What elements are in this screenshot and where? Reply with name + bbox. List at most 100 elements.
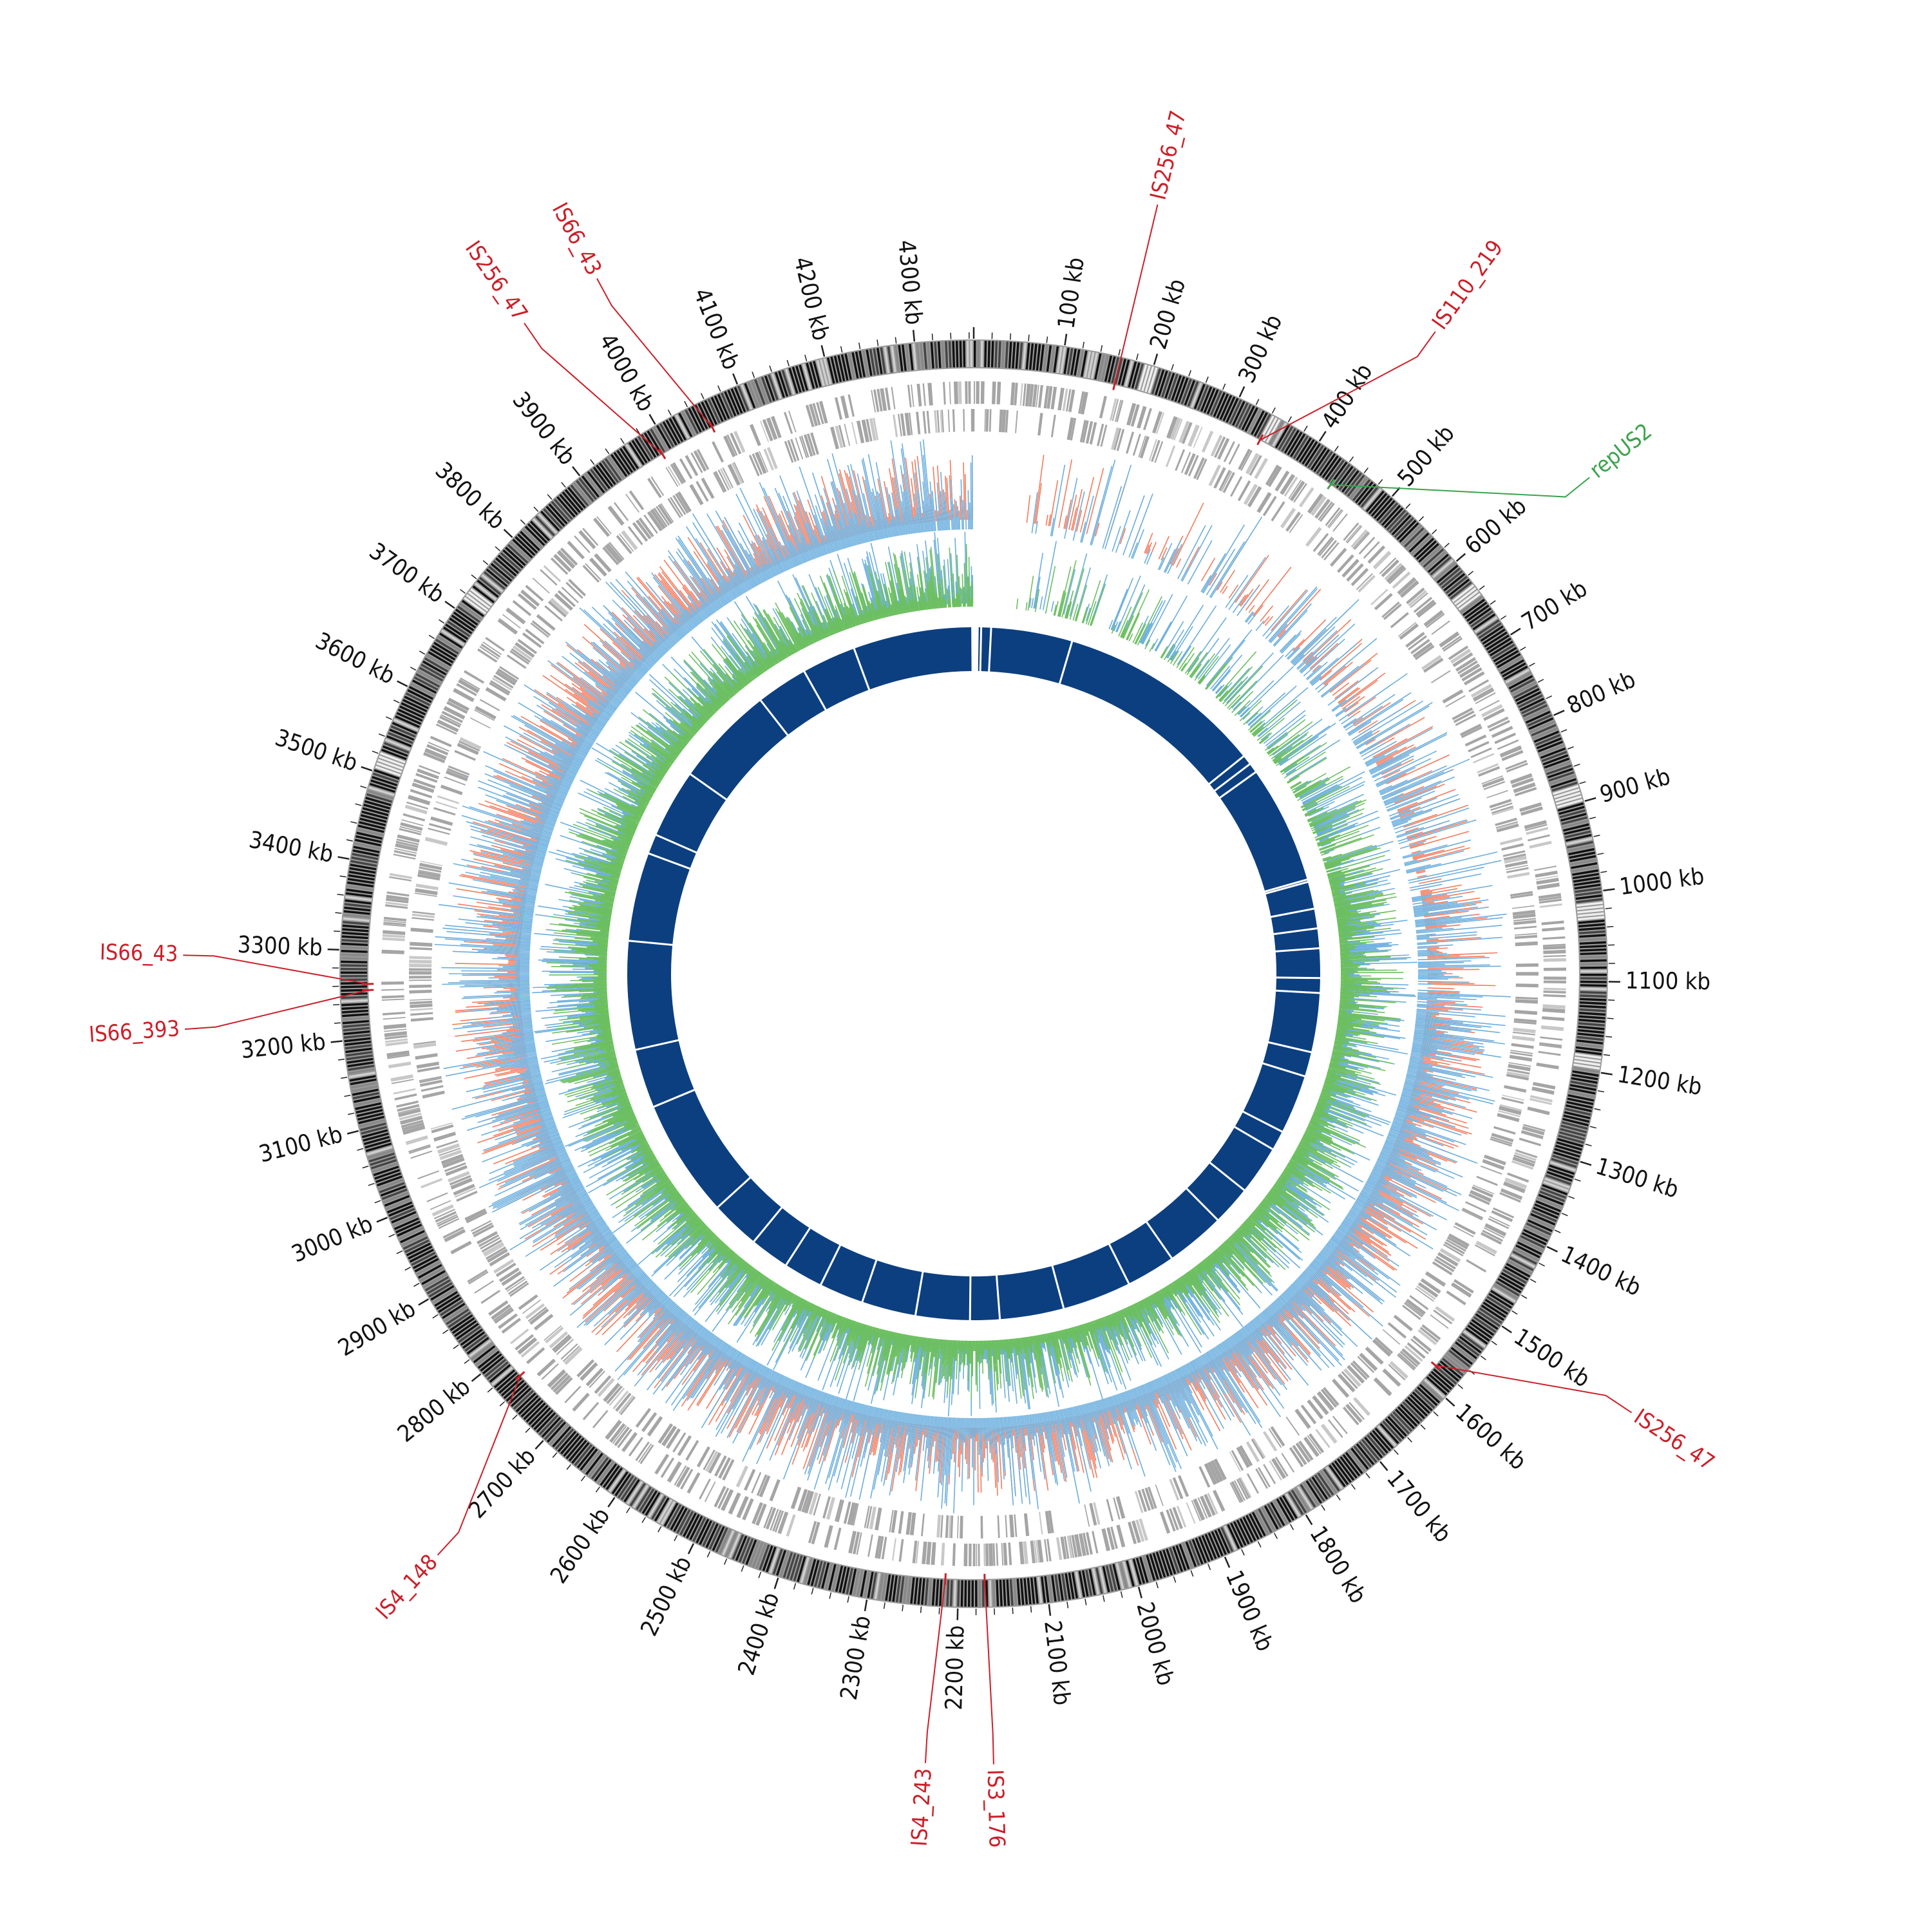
gene-block — [1068, 389, 1075, 413]
gene-block — [699, 1478, 711, 1500]
ideogram-band — [629, 1482, 646, 1506]
gene-block — [1515, 983, 1539, 988]
gene-block — [1420, 1278, 1441, 1294]
ideogram-band — [1550, 778, 1577, 789]
gene-block — [885, 387, 891, 411]
gene-block — [1513, 913, 1536, 920]
gene-block — [416, 1061, 439, 1069]
ideogram-band — [471, 1342, 494, 1361]
scale-tick — [1546, 695, 1553, 699]
gene-block — [556, 550, 576, 569]
gene-block — [1210, 1460, 1224, 1482]
gene-block — [494, 1308, 515, 1324]
ideogram-band — [923, 342, 928, 370]
ideogram-band — [524, 526, 545, 546]
ideogram-band — [1580, 980, 1607, 983]
gene-block — [805, 404, 815, 428]
gene-block — [756, 1474, 768, 1496]
gene-block — [437, 1143, 460, 1154]
ideogram-band — [1530, 721, 1555, 734]
gene-block — [1236, 1479, 1249, 1500]
inner-ring-gap — [979, 626, 983, 673]
ideogram-band — [1019, 1578, 1025, 1605]
gene-block — [420, 860, 443, 867]
is-leader-line — [1113, 204, 1159, 385]
scale-tick — [1030, 1605, 1032, 1613]
gene-block — [788, 410, 797, 433]
gene-block — [529, 1308, 549, 1325]
gene-block — [383, 930, 406, 935]
gene-block — [436, 1214, 458, 1225]
inner-ring-gap — [1272, 927, 1319, 936]
scale-tick — [793, 1583, 797, 1590]
gene-block — [400, 822, 423, 831]
gene-block — [1410, 639, 1430, 654]
ideogram-band — [1222, 396, 1236, 422]
gene-block — [417, 768, 439, 780]
scale-tick — [1593, 835, 1600, 837]
ideogram-band — [477, 580, 499, 598]
ideogram-band — [1569, 851, 1596, 859]
gene-block — [1388, 1363, 1406, 1381]
ideogram-band — [778, 371, 789, 397]
ideogram-band — [1278, 426, 1294, 450]
ideogram-band — [462, 1331, 486, 1349]
ideogram-band — [1445, 576, 1468, 594]
ideogram-band — [512, 538, 533, 559]
gene-block — [440, 784, 463, 795]
gene-block — [734, 431, 746, 453]
ideogram-band — [1387, 1416, 1407, 1437]
scale-tick — [684, 401, 688, 408]
ideogram-band — [357, 824, 384, 833]
gene-block — [635, 1441, 650, 1461]
gene-block — [532, 578, 550, 594]
gene-block — [1207, 1461, 1220, 1484]
gene-block — [607, 505, 625, 526]
gene-block — [1358, 574, 1376, 593]
scale-tick — [1394, 1449, 1399, 1455]
gene-block — [752, 1502, 763, 1524]
gene-block — [1101, 1528, 1111, 1551]
ideogram-band — [397, 1224, 422, 1237]
ideogram-band — [506, 1382, 527, 1402]
gene-block — [1495, 817, 1517, 826]
ideogram-band — [1430, 556, 1452, 576]
gene-block — [1493, 1126, 1516, 1135]
gene-block — [468, 1271, 489, 1285]
gene-block — [450, 1177, 473, 1190]
ideogram-band — [813, 361, 822, 387]
ideogram-band — [1477, 1310, 1501, 1327]
ideogram-band — [1188, 1540, 1200, 1566]
gene-block — [997, 1515, 1000, 1539]
inner-ring-gap — [654, 833, 698, 854]
ideogram-band — [681, 411, 696, 436]
ideogram-band — [371, 1159, 397, 1170]
gene-block — [401, 1119, 424, 1128]
gene-block — [856, 421, 865, 444]
gene-block — [840, 395, 849, 419]
ideogram-band — [1524, 1226, 1550, 1239]
ideogram-band — [1527, 714, 1552, 727]
gene-block — [1483, 781, 1506, 790]
gene-block — [1507, 1172, 1530, 1183]
scale-tick — [1009, 333, 1012, 340]
inner-ring-gap — [1274, 989, 1321, 994]
ideogram-band — [833, 355, 842, 383]
gene-block — [1435, 1256, 1456, 1270]
gene-block — [431, 1204, 454, 1217]
ideogram-band — [782, 1552, 793, 1578]
gene-block — [1446, 1236, 1468, 1250]
ideogram-band — [1520, 1235, 1546, 1249]
gene-block — [405, 1135, 428, 1146]
gene-block — [572, 1392, 590, 1412]
gene-block — [410, 789, 433, 799]
ideogram-band — [1549, 1164, 1575, 1175]
scale-tick — [1082, 341, 1084, 348]
scale-tick — [895, 337, 897, 344]
ideogram-band — [781, 370, 792, 396]
gene-block — [616, 535, 632, 554]
ideogram-band — [1050, 345, 1056, 372]
gene-block — [1318, 501, 1333, 521]
gene-block — [1256, 491, 1272, 513]
scale-tick — [1480, 1355, 1486, 1361]
